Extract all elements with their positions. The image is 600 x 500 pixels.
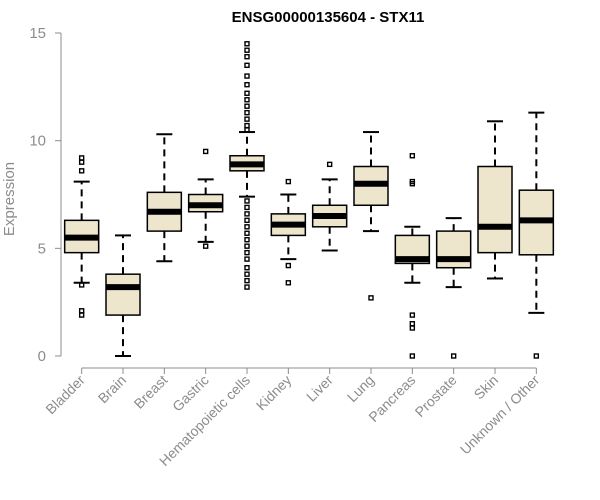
box-body	[435, 230, 472, 269]
x-tick-label-6: Liver	[303, 372, 336, 405]
outlier-point	[78, 159, 85, 165]
outlier-point	[244, 90, 250, 96]
outlier-point	[244, 53, 250, 60]
outlier-point	[368, 295, 374, 301]
outlier-point	[244, 237, 250, 243]
outlier-point	[244, 127, 250, 133]
outlier-point	[244, 116, 250, 122]
y-tick-label-1: 5	[38, 240, 46, 257]
x-tick-label-1: Brain	[95, 372, 129, 406]
outlier-point	[244, 81, 250, 88]
box-8	[394, 153, 431, 359]
x-tick-label-2: Breast	[131, 372, 171, 412]
x-tick-label-0: Bladder	[42, 372, 88, 418]
box-series	[63, 41, 555, 359]
x-tick-label-7: Lung	[344, 372, 377, 405]
box-5	[270, 178, 307, 286]
outlier-point	[244, 217, 250, 224]
box-0	[63, 155, 100, 318]
box-body	[105, 273, 141, 316]
outlier-point	[244, 265, 250, 271]
outlier-point	[450, 353, 457, 359]
outlier-point	[244, 271, 250, 277]
x-tick-label-5: Kidney	[253, 372, 295, 414]
outlier-point	[244, 243, 250, 249]
outlier-point	[244, 224, 250, 230]
box-11	[518, 111, 555, 359]
y-axis-label: Expression	[1, 162, 18, 236]
box-7	[353, 131, 389, 301]
outlier-point	[409, 325, 416, 331]
outlier-point	[409, 312, 416, 318]
box-body	[477, 165, 513, 254]
outlier-point	[244, 249, 250, 256]
outlier-point	[244, 211, 250, 217]
axes: 0 5 10 15	[29, 25, 537, 369]
outlier-point	[244, 256, 250, 262]
outlier-point	[533, 353, 540, 359]
outlier-point	[202, 243, 209, 249]
outlier-point	[244, 198, 250, 204]
outlier-point	[244, 73, 250, 79]
outlier-point	[409, 181, 416, 187]
outlier-point	[244, 204, 250, 211]
outlier-point	[244, 103, 250, 109]
outlier-point	[78, 168, 85, 174]
outlier-point	[78, 308, 85, 314]
outlier-point	[244, 41, 250, 47]
box-2	[146, 133, 183, 263]
y-tick-label-3: 15	[29, 25, 46, 42]
outlier-point	[409, 153, 416, 159]
outlier-point	[326, 161, 333, 168]
outlier-point	[202, 148, 209, 155]
outlier-point	[244, 277, 250, 284]
box-10	[477, 120, 513, 280]
box-4	[229, 41, 265, 290]
box-9	[435, 217, 472, 359]
chart-title: ENSG00000135604 - STX11	[232, 9, 425, 26]
outlier-point	[409, 321, 416, 327]
box-3	[187, 148, 224, 249]
outlier-point	[285, 262, 292, 269]
outlier-point	[78, 312, 85, 318]
x-tick-label-10: Skin	[471, 372, 502, 403]
outlier-point	[244, 230, 250, 236]
outlier-point	[244, 284, 250, 290]
outlier-point	[244, 109, 250, 116]
outlier-point	[285, 280, 292, 286]
outlier-point	[244, 122, 250, 129]
outlier-point	[409, 353, 416, 359]
y-tick-label-0: 0	[38, 348, 46, 365]
outlier-point	[244, 97, 250, 103]
y-tick-label-2: 10	[29, 133, 46, 150]
box-1	[105, 234, 141, 357]
outlier-point	[244, 47, 250, 53]
outlier-point	[78, 155, 85, 161]
box-6	[311, 161, 348, 252]
outlier-point	[285, 178, 292, 185]
outlier-point	[78, 282, 85, 288]
outlier-point	[244, 62, 250, 68]
x-tick-label-9: Prostate	[412, 372, 460, 420]
